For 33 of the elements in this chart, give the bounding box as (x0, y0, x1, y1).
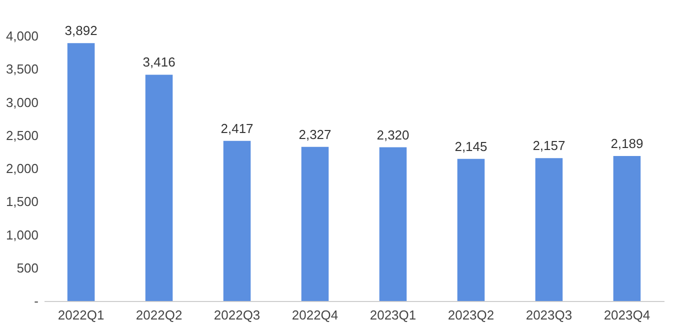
bar (457, 158, 485, 301)
y-tick-label: - (34, 294, 38, 308)
y-tick-label: 3,500 (6, 62, 38, 77)
y-tick-label: 500 (16, 260, 38, 276)
x-tick-label: 2022Q4 (292, 308, 338, 322)
x-tick-label: 2022Q3 (214, 308, 260, 322)
data-label: 2,157 (532, 138, 566, 154)
x-tick-label: 2023Q1 (370, 308, 416, 322)
data-label: 2,320 (376, 127, 410, 142)
data-label: 2,327 (298, 126, 332, 142)
x-tick-label: 2022Q2 (136, 308, 182, 322)
bar (379, 147, 407, 301)
x-tick-label: 2023Q2 (448, 308, 494, 322)
y-tick-label: 3,000 (6, 94, 38, 110)
data-label: 2,145 (454, 138, 488, 154)
y-tick-label: 2,500 (6, 128, 38, 143)
y-tick-label: 2,000 (6, 161, 38, 176)
y-tick-label: 1,500 (6, 194, 38, 210)
bar (223, 140, 251, 301)
y-tick-label: 1,000 (6, 227, 38, 242)
x-tick-label: 2023Q4 (604, 308, 650, 322)
x-tick-label: 2023Q3 (526, 308, 572, 322)
bar (535, 158, 563, 301)
y-tick-label: 4,000 (6, 28, 38, 44)
x-tick-label: 2022Q1 (58, 308, 104, 322)
data-label: 3,416 (142, 54, 176, 70)
data-label: 2,189 (610, 136, 644, 151)
bar (613, 156, 641, 301)
data-label: 3,892 (64, 23, 98, 38)
bar (301, 146, 329, 301)
bar (145, 74, 173, 301)
data-label: 2,417 (220, 120, 254, 136)
bar (67, 43, 95, 301)
